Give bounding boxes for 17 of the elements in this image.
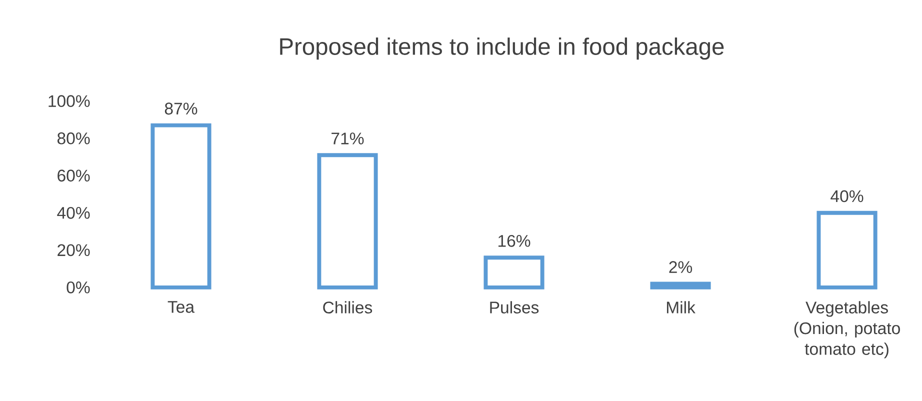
data-label: 16%: [498, 234, 530, 247]
y-tick-label: 20%: [58, 244, 90, 256]
chart-title: Proposed items to include in food package: [280, 37, 724, 60]
y-tick-label: 80%: [57, 132, 90, 144]
x-tick-label: Chilies: [323, 300, 372, 314]
data-label: 87%: [164, 102, 198, 114]
x-tick-label: Pulses: [490, 300, 539, 314]
x-tick-label: Vegetables (Onion, potato tomato etc): [794, 300, 900, 358]
data-label: 2%: [669, 260, 692, 273]
x-tick-label: Tea: [168, 300, 195, 313]
y-tick-label: 100%: [48, 94, 90, 107]
data-label: 71%: [332, 132, 364, 144]
x-tick-label: Milk: [666, 300, 696, 314]
y-tick-label: 60%: [58, 169, 90, 182]
y-tick-label: 0%: [66, 281, 90, 294]
data-label: 40%: [830, 190, 864, 202]
y-tick-label: 40%: [57, 206, 90, 219]
